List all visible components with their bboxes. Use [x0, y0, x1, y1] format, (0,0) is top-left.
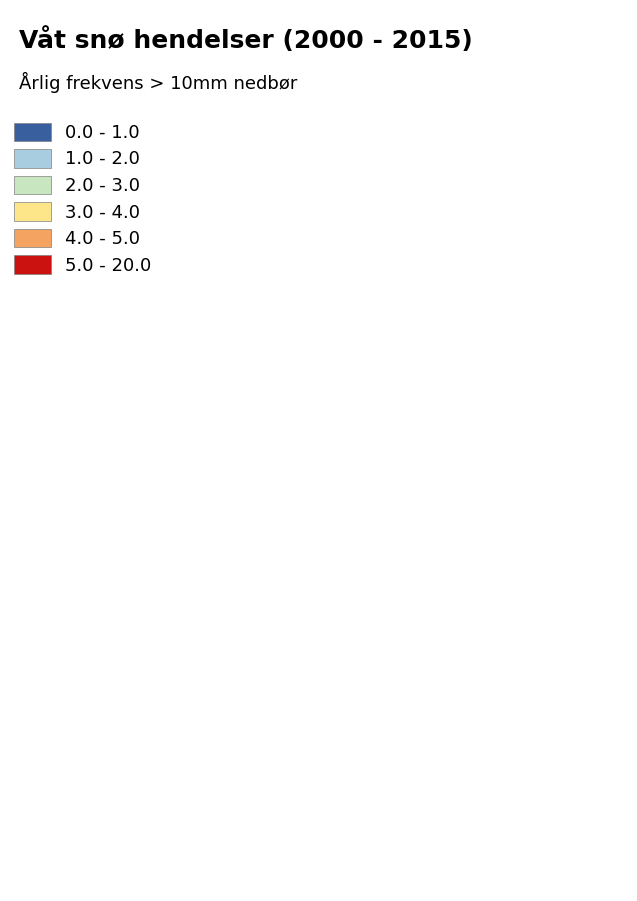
- Legend: 0.0 - 1.0, 1.0 - 2.0, 2.0 - 3.0, 3.0 - 4.0, 4.0 - 5.0, 5.0 - 20.0: 0.0 - 1.0, 1.0 - 2.0, 2.0 - 3.0, 3.0 - 4…: [9, 117, 157, 280]
- Text: Våt snø hendelser (2000 - 2015): Våt snø hendelser (2000 - 2015): [19, 27, 473, 53]
- Text: Årlig frekvens > 10mm nedbør: Årlig frekvens > 10mm nedbør: [19, 72, 297, 93]
